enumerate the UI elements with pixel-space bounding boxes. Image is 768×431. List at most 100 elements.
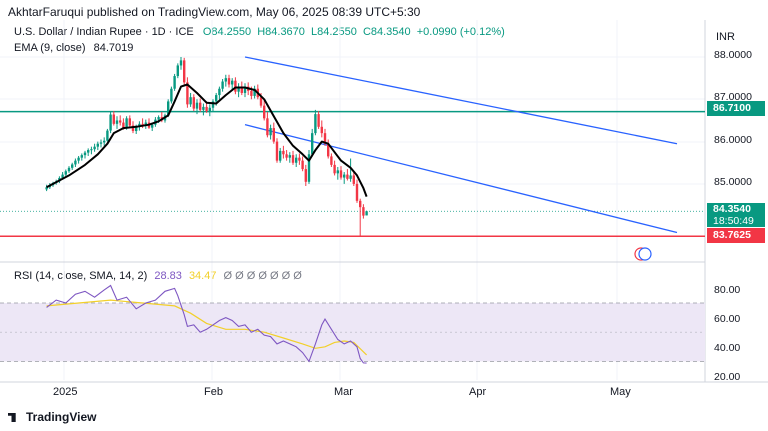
rsi-tick-80: 80.00 <box>714 284 741 296</box>
x-label-may: May <box>610 386 631 398</box>
candle-body <box>64 171 67 175</box>
candle-body <box>74 160 77 165</box>
candle-body <box>195 102 199 109</box>
rsi-title: RSI (14, close, SMA, 14, 2) <box>14 270 148 282</box>
candle-body <box>96 143 99 147</box>
candle-body <box>285 154 288 158</box>
levels-layer <box>0 56 705 237</box>
candle-body <box>317 114 320 127</box>
candle-body <box>151 124 154 128</box>
candle-body <box>266 118 269 136</box>
rsi-legend: RSI (14, close, SMA, 14, 2) 28.83 34.47 … <box>14 270 306 282</box>
bar-countdown: 18:50:49 <box>713 215 754 227</box>
candle-body <box>103 140 106 143</box>
candle-body <box>346 174 349 179</box>
candle <box>87 148 90 156</box>
candle-body <box>80 155 83 158</box>
candle-body <box>170 88 173 102</box>
candle-body <box>67 167 71 172</box>
candle <box>173 73 176 91</box>
price-tick-87: 87.0000 <box>714 91 752 103</box>
candle-body <box>298 157 301 161</box>
candle <box>224 74 227 87</box>
candle-body <box>106 130 109 141</box>
candle-body <box>128 118 131 126</box>
candle-body <box>362 207 365 216</box>
candle <box>119 115 122 126</box>
candle <box>291 150 295 165</box>
price-tick-86: 86.0000 <box>714 134 752 146</box>
candle-body <box>253 88 256 96</box>
x-label-mar: Mar <box>334 386 353 398</box>
candle-body <box>304 169 307 182</box>
rsi-band <box>0 303 705 362</box>
ema-layer <box>46 83 368 197</box>
price-tick-85: 85.0000 <box>714 176 752 188</box>
rsi-ma-value: 34.47 <box>188 270 217 282</box>
last-price-tag: 84.3540 18:50:49 <box>707 203 765 227</box>
candle-body <box>272 128 275 142</box>
candle-body <box>237 86 240 92</box>
candle-body <box>119 120 122 123</box>
candle-body <box>192 97 195 109</box>
candle-body <box>301 160 304 170</box>
rsi-tick-60: 60.00 <box>714 313 741 325</box>
tradingview-logo[interactable]: TradingView <box>8 410 96 424</box>
candle <box>307 150 311 184</box>
candle <box>314 109 317 136</box>
channel-lower-line <box>244 124 678 234</box>
ema-title: EMA (9, close) <box>14 42 86 54</box>
candle-body <box>167 101 170 116</box>
candle <box>183 57 186 85</box>
candle <box>77 155 80 164</box>
candle-body <box>125 118 128 129</box>
candle <box>243 83 247 98</box>
candle-body <box>199 102 202 110</box>
rsi-tick-40: 40.00 <box>714 342 741 354</box>
candle-body <box>291 155 295 163</box>
candle <box>269 124 272 140</box>
candle <box>304 164 307 187</box>
candle-body <box>295 157 298 163</box>
candle <box>45 184 48 192</box>
candle-body <box>343 174 346 178</box>
candle-body <box>141 123 144 126</box>
candle-body <box>144 122 147 126</box>
candle-body <box>227 78 231 85</box>
candle <box>64 169 67 177</box>
candle-body <box>179 60 183 66</box>
candle-body <box>263 105 266 119</box>
candle <box>234 77 237 95</box>
candle-body <box>173 76 176 89</box>
candle-body <box>333 164 336 174</box>
candle-body <box>339 170 343 178</box>
candle-body <box>208 107 211 112</box>
last-price: 84.3540 <box>713 203 751 215</box>
candle-body <box>135 126 138 132</box>
rsi-line <box>46 284 367 364</box>
open-value: O84.2550 <box>202 26 252 38</box>
candle-body <box>323 133 327 144</box>
candle <box>272 122 275 144</box>
candle-body <box>352 175 355 184</box>
candle <box>83 150 87 159</box>
candle <box>352 171 355 187</box>
candle <box>192 94 195 112</box>
candle-body <box>99 142 103 144</box>
candle <box>343 172 346 184</box>
candle <box>336 166 339 180</box>
us-flag-icon <box>638 247 652 261</box>
tradingview-brand: TradingView <box>26 410 97 424</box>
support-price-tag: 83.7625 <box>707 228 765 243</box>
candle <box>275 138 279 163</box>
candle <box>128 115 131 129</box>
candle-body <box>122 122 125 129</box>
candle-body <box>115 120 119 124</box>
candle-body <box>259 97 263 106</box>
price-tick-88: 88.0000 <box>714 49 752 61</box>
candle-body <box>71 164 74 168</box>
candle-body <box>275 141 279 161</box>
candle <box>195 99 199 115</box>
candle-body <box>336 170 339 174</box>
